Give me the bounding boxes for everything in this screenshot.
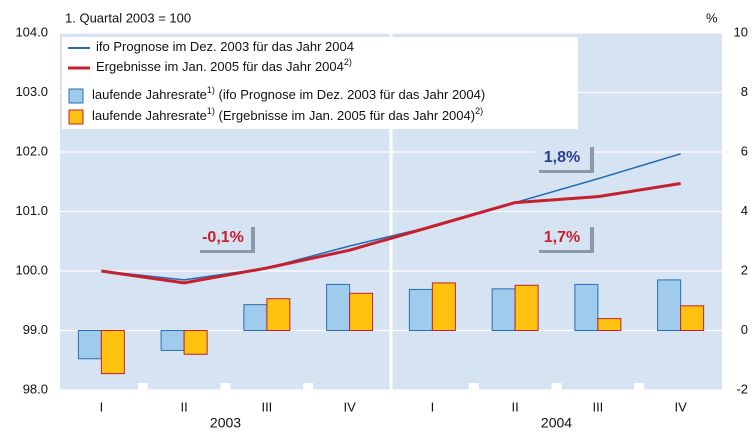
- legend-text: Ergebnisse im Jan. 2005 für das Jahr 200…: [96, 59, 344, 74]
- legend-note: 2): [344, 57, 352, 67]
- y2-tick-label: 4: [741, 203, 748, 218]
- x-group-label: 2004: [541, 415, 572, 431]
- y-tick-label: 99.0: [23, 322, 48, 337]
- category-separator: [137, 383, 148, 390]
- x-tick-label: I: [100, 399, 104, 414]
- legend-swatch: [68, 88, 84, 104]
- bar: [408, 288, 433, 332]
- y2-tick-label: 6: [741, 143, 748, 158]
- subtitle: 1. Quartal 2003 = 100: [65, 10, 191, 25]
- annotation: 1,7%: [544, 229, 580, 246]
- bar: [514, 284, 539, 331]
- y-tick-label: 104.0: [15, 24, 48, 39]
- bar: [680, 305, 705, 331]
- y-tick-label: 100.0: [15, 262, 48, 277]
- y2-tick-label: 0: [741, 322, 748, 337]
- bar: [266, 298, 291, 332]
- legend-note: 1): [207, 106, 215, 116]
- y-tick-label: 98.0: [23, 381, 48, 396]
- x-tick-label: IV: [674, 399, 687, 414]
- x-tick-label: II: [512, 399, 519, 414]
- bar: [431, 282, 456, 331]
- bar: [160, 330, 185, 351]
- bar: [491, 288, 516, 332]
- bar: [183, 330, 208, 355]
- legend-swatch: [68, 109, 84, 125]
- line-series: [101, 182, 681, 285]
- category-separator: [468, 383, 479, 390]
- legend-text: ifo Prognose im Dez. 2003 für das Jahr 2…: [96, 39, 354, 54]
- legend-label: Ergebnisse im Jan. 2005 für das Jahr 200…: [96, 57, 352, 74]
- y-tick-label: 102.0: [15, 143, 48, 158]
- y2-tick-label: 8: [741, 84, 748, 99]
- bar: [574, 283, 599, 332]
- legend-note: 2): [475, 106, 483, 116]
- legend-label: laufende Jahresrate1) (ifo Prognose im D…: [92, 85, 485, 102]
- bar: [349, 292, 374, 331]
- line-series: [101, 153, 681, 281]
- legend-text: laufende Jahresrate: [92, 108, 207, 123]
- bar: [597, 318, 622, 332]
- category-separator: [220, 383, 231, 390]
- annotation: -0,1%: [202, 229, 244, 246]
- legend-text: laufende Jahresrate: [92, 87, 207, 102]
- x-tick-label: II: [181, 399, 188, 414]
- category-separator: [551, 383, 562, 390]
- y-tick-label: 101.0: [15, 203, 48, 218]
- bar: [657, 279, 682, 331]
- bar: [326, 283, 351, 332]
- bar: [243, 304, 268, 331]
- x-tick-label: I: [431, 399, 435, 414]
- bar: [100, 330, 125, 375]
- annotation-box: [535, 224, 590, 250]
- legend-text: (ifo Prognose im Dez. 2003 für das Jahr …: [215, 87, 485, 102]
- x-tick-label: III: [261, 399, 272, 414]
- y2-tick-label: -2: [736, 381, 748, 396]
- y2-tick-label: 2: [741, 262, 748, 277]
- y-tick-label: 103.0: [15, 84, 48, 99]
- x-tick-label: IV: [343, 399, 356, 414]
- annotation-box: [196, 224, 251, 250]
- legend-box: [62, 37, 578, 129]
- category-separator: [303, 383, 314, 390]
- annotation: 1,8%: [544, 149, 580, 166]
- legend-label: ifo Prognose im Dez. 2003 für das Jahr 2…: [96, 39, 354, 54]
- annotation-box: [535, 144, 590, 170]
- bar: [77, 330, 102, 360]
- x-group-label: 2003: [210, 415, 241, 431]
- y2-tick-label: 10: [734, 24, 748, 39]
- y2-unit: %: [706, 10, 718, 25]
- category-separator: [634, 383, 645, 390]
- x-tick-label: III: [592, 399, 603, 414]
- legend-note: 1): [207, 85, 215, 95]
- legend-label: laufende Jahresrate1) (Ergebnisse im Jan…: [92, 106, 483, 123]
- legend-text: (Ergebnisse im Jan. 2005 für das Jahr 20…: [215, 108, 475, 123]
